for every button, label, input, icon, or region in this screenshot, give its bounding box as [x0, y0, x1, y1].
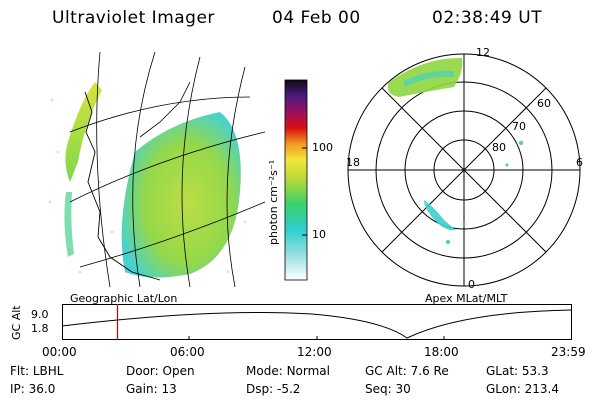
- altitude-xtick-2359: 23:59: [551, 345, 586, 359]
- info-gain: Gain: 13: [126, 382, 177, 396]
- mlt-label-18: 18: [346, 156, 360, 169]
- left-panel-caption: Geographic Lat/Lon: [70, 292, 178, 305]
- lat-label-70: 70: [512, 120, 526, 133]
- right-panel-caption: Apex MLat/MLT: [425, 292, 508, 305]
- date-label: 04 Feb 00: [272, 8, 361, 28]
- geographic-image: [48, 51, 266, 288]
- info-glon: GLon: 213.4: [486, 382, 559, 396]
- altitude-ylabel: GC Alt: [10, 305, 23, 340]
- mlt-label-12: 12: [476, 46, 490, 59]
- altitude-xtick-1200: 12:00: [297, 345, 332, 359]
- info-ip: IP: 36.0: [10, 382, 56, 396]
- mlt-label-0: 0: [468, 278, 475, 291]
- time-label: 02:38:49 UT: [432, 8, 543, 28]
- altitude-xtick-0000: 00:00: [42, 345, 77, 359]
- info-dsp: Dsp: -5.2: [246, 382, 301, 396]
- colorbar-tick-100: 100: [312, 141, 333, 154]
- altitude-ytick-1-8: 1.8: [31, 322, 49, 335]
- altitude-xtick-1800: 18:00: [424, 345, 459, 359]
- lat-label-60: 60: [537, 97, 551, 110]
- colorbar-tick-10: 10: [312, 228, 326, 241]
- info-door: Door: Open: [126, 364, 195, 378]
- info-glat: GLat: 53.3: [486, 364, 549, 378]
- polar-plot: [347, 53, 581, 287]
- lat-label-80: 80: [492, 141, 506, 154]
- instrument-title: Ultraviolet Imager: [52, 8, 215, 28]
- info-seq: Seq: 30: [365, 382, 411, 396]
- altitude-xtick-0600: 06:00: [170, 345, 205, 359]
- info-flt: Flt: LBHL: [10, 364, 64, 378]
- mlt-label-6: 6: [576, 156, 583, 169]
- colorbar-label: photon cm⁻²s⁻¹: [267, 159, 280, 245]
- colorbar: [284, 79, 308, 281]
- altitude-ytick-9: 9.0: [31, 308, 49, 321]
- altitude-plot: [61, 304, 572, 340]
- info-mode: Mode: Normal: [246, 364, 330, 378]
- info-gc-alt: GC Alt: 7.6 Re: [365, 364, 449, 378]
